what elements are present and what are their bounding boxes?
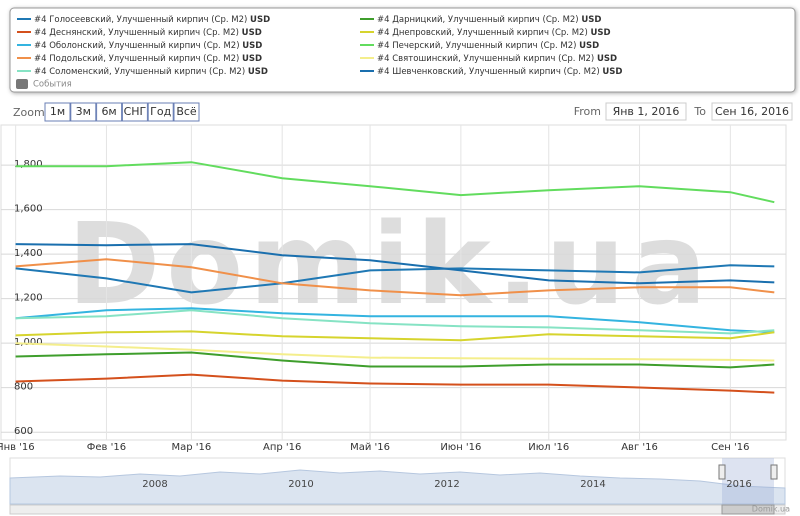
series-line	[15, 161, 775, 204]
x-tick-label: Фев '16	[87, 442, 126, 453]
navigator-handle[interactable]	[718, 464, 726, 480]
series-line	[15, 258, 775, 297]
series-line	[15, 351, 775, 369]
from-input[interactable]	[605, 102, 687, 121]
legend-name[interactable]: #4 Днепровский, Улучшенный кирпич (Ср. M…	[377, 28, 588, 38]
to-input[interactable]	[711, 102, 793, 121]
zoom-button[interactable]	[44, 102, 71, 122]
legend-label[interactable]: #4 Днепровский, Улучшенный кирпич (Ср. M…	[377, 28, 611, 38]
legend-unit[interactable]: USD	[581, 15, 601, 25]
legend-unit[interactable]: USD	[242, 41, 262, 51]
series-line	[15, 264, 775, 294]
zoom-button[interactable]	[121, 102, 148, 122]
zoom-button-label[interactable]: 3м	[76, 105, 91, 118]
series-line	[15, 243, 775, 285]
legend-box	[9, 7, 796, 93]
legend-unit[interactable]: USD	[602, 67, 622, 77]
x-tick-label: Сен '16	[711, 442, 749, 453]
credit[interactable]: Domik.ua	[752, 505, 790, 514]
from-label: From	[574, 105, 601, 118]
to-value[interactable]: Сен 16, 2016	[715, 105, 789, 118]
x-tick-label: Май '16	[350, 442, 390, 453]
legend-label[interactable]: #4 Святошинский, Улучшенный кирпич (Ср. …	[377, 54, 617, 64]
navigator-label: 2010	[288, 479, 313, 490]
x-tick-label: Мар '16	[172, 442, 212, 453]
zoom-button-label[interactable]: 1м	[50, 105, 65, 118]
legend-label[interactable]: #4 Голосеевский, Улучшенный кирпич (Ср. …	[34, 15, 270, 25]
x-tick-label: Янв '16	[0, 442, 35, 453]
series-line	[15, 330, 775, 342]
legend-name[interactable]: #4 Подольский, Улучшенный кирпич (Ср. M2…	[34, 54, 239, 64]
zoom-label: Zoom	[13, 106, 45, 119]
zoom-button[interactable]	[147, 102, 174, 122]
legend-unit[interactable]: USD	[590, 28, 610, 38]
legend-unit[interactable]: USD	[242, 28, 262, 38]
legend-name[interactable]: #4 Святошинский, Улучшенный кирпич (Ср. …	[377, 54, 594, 64]
from-value[interactable]: Янв 1, 2016	[613, 105, 680, 118]
series-line	[15, 342, 775, 362]
navigator-handle[interactable]	[770, 464, 778, 480]
series-line	[15, 373, 775, 394]
legend-label[interactable]: #4 Шевченковский, Улучшенный кирпич (Ср.…	[377, 67, 622, 77]
legend-label[interactable]: #4 Дарницкий, Улучшенный кирпич (Ср. M2)…	[377, 15, 601, 25]
legend-label[interactable]: #4 Печерский, Улучшенный кирпич (Ср. M2)…	[377, 41, 599, 51]
legend-unit[interactable]: USD	[248, 67, 268, 77]
navigator-label: 2012	[434, 479, 459, 490]
legend-name[interactable]: #4 Печерский, Улучшенный кирпич (Ср. M2)	[377, 41, 576, 51]
to-label: To	[693, 105, 706, 118]
legend-name[interactable]: #4 Голосеевский, Улучшенный кирпич (Ср. …	[34, 15, 247, 25]
grid	[1, 125, 786, 440]
navigator-window[interactable]	[722, 458, 774, 504]
legend-name[interactable]: #4 Соломенский, Улучшенный кирпич (Ср. M…	[34, 67, 245, 77]
series-line	[15, 309, 775, 335]
series-line	[15, 307, 775, 334]
legend-unit[interactable]: USD	[597, 54, 617, 64]
scrollbar[interactable]	[9, 504, 786, 515]
legend-label[interactable]: #4 Деснянский, Улучшенный кирпич (Ср. M2…	[34, 28, 262, 38]
y-tick-label: 600	[14, 426, 33, 437]
zoom-button[interactable]	[173, 102, 200, 122]
legend-unit[interactable]: USD	[579, 41, 599, 51]
x-tick-label: Июл '16	[528, 442, 569, 453]
x-tick-label: Авг '16	[621, 442, 658, 453]
legend-label[interactable]: #4 Соломенский, Улучшенный кирпич (Ср. M…	[34, 67, 268, 77]
y-tick-label: 800	[14, 382, 33, 393]
y-tick-label: 1,200	[14, 293, 43, 304]
navigator-label: 2008	[142, 479, 167, 490]
navigator-label: 2014	[580, 479, 605, 490]
navigator-label: 2016	[726, 479, 751, 490]
legend-name[interactable]: #4 Дарницкий, Улучшенный кирпич (Ср. M2)	[377, 15, 579, 25]
zoom-button[interactable]	[70, 102, 97, 122]
y-tick-label: 1,400	[14, 248, 43, 259]
zoom-button[interactable]	[96, 102, 123, 122]
zoom-button-label[interactable]: Год	[150, 105, 171, 118]
legend-name[interactable]: #4 Деснянский, Улучшенный кирпич (Ср. M2…	[34, 28, 239, 38]
legend-label[interactable]: #4 Оболонский, Улучшенный кирпич (Ср. M2…	[34, 41, 262, 51]
legend-unit[interactable]: USD	[242, 54, 262, 64]
x-tick-label: Июн '16	[440, 442, 481, 453]
zoom-button-label[interactable]: Всё	[176, 105, 197, 118]
legend-name[interactable]: #4 Оболонский, Улучшенный кирпич (Ср. M2…	[34, 41, 240, 51]
navigator-series	[9, 469, 786, 505]
legend-label[interactable]: #4 Подольский, Улучшенный кирпич (Ср. M2…	[34, 54, 262, 64]
legend-unit[interactable]: USD	[250, 15, 270, 25]
y-tick-label: 1,600	[14, 204, 43, 215]
zoom-button-label[interactable]: 6м	[101, 105, 116, 118]
zoom-button-label[interactable]: СНГ	[124, 105, 147, 118]
events-swatch[interactable]	[16, 79, 28, 89]
scrollbar-thumb[interactable]	[721, 504, 775, 515]
y-tick-label: 1,800	[14, 159, 43, 170]
events-label[interactable]: События	[33, 80, 72, 90]
legend-name[interactable]: #4 Шевченковский, Улучшенный кирпич (Ср.…	[377, 67, 600, 77]
x-tick-label: Апр '16	[263, 442, 301, 453]
